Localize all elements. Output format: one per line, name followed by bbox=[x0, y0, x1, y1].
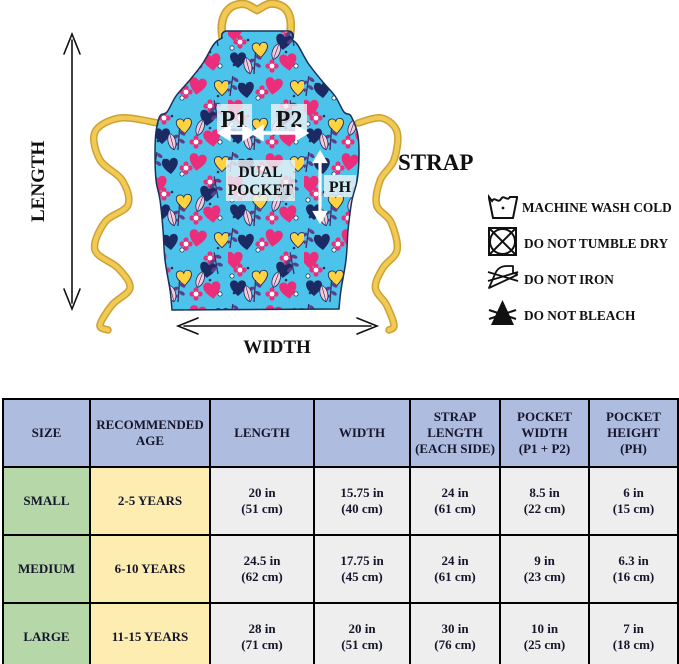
svg-text:WIDTH: WIDTH bbox=[243, 337, 311, 358]
svg-text:STRAP: STRAP bbox=[398, 150, 473, 175]
svg-text:POCKET: POCKET bbox=[228, 182, 294, 199]
svg-text:DO NOT TUMBLE DRY: DO NOT TUMBLE DRY bbox=[524, 236, 669, 251]
svg-text:MACHINE WASH COLD: MACHINE WASH COLD bbox=[522, 200, 672, 215]
svg-text:DO NOT BLEACH: DO NOT BLEACH bbox=[524, 308, 636, 323]
svg-text:PH: PH bbox=[329, 179, 352, 196]
svg-text:DUAL: DUAL bbox=[239, 164, 283, 181]
svg-text:DO NOT IRON: DO NOT IRON bbox=[524, 272, 614, 287]
svg-text:LENGTH: LENGTH bbox=[28, 140, 49, 222]
